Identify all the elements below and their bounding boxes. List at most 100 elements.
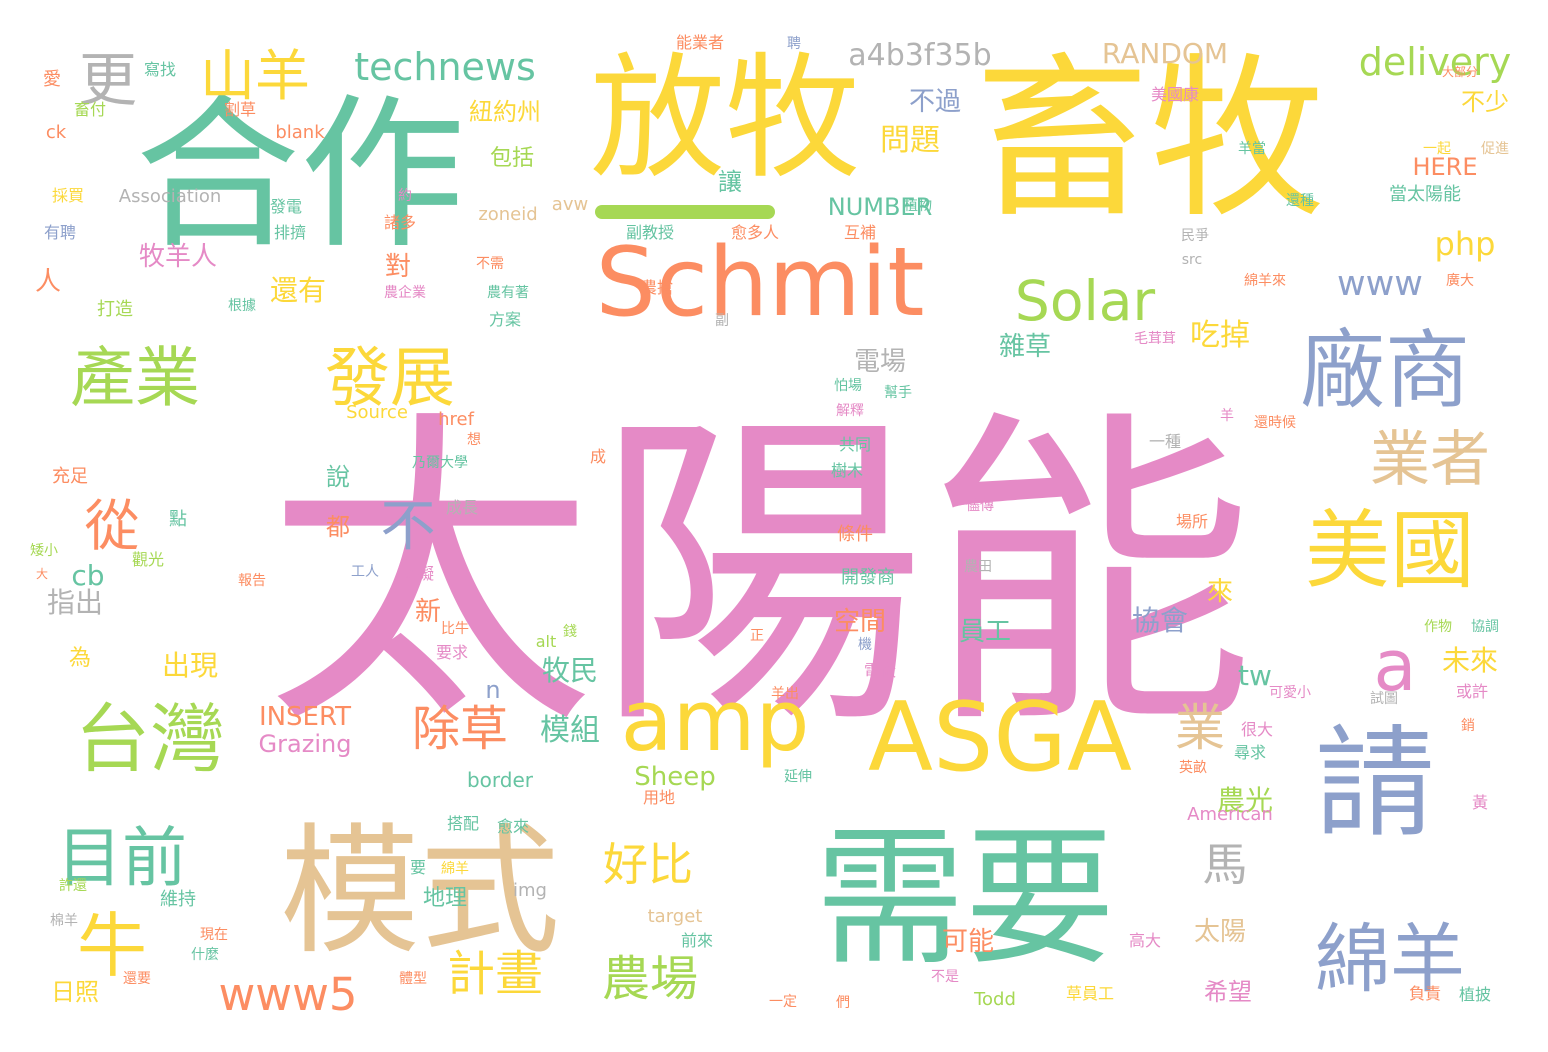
- cloud-word: 紐約州: [469, 98, 541, 126]
- cloud-word: 美國: [1305, 502, 1475, 601]
- cloud-word: 觀光: [132, 550, 164, 569]
- cloud-word: ck: [46, 122, 67, 143]
- cloud-word: 搭配: [447, 814, 479, 833]
- cloud-word: 畜牧: [975, 39, 1325, 242]
- cloud-word: 吃掉: [1190, 318, 1250, 353]
- cloud-word: 可愛小: [1269, 685, 1311, 701]
- cloud-word: amp: [621, 672, 810, 771]
- cloud-word: 正: [750, 628, 764, 644]
- cloud-word: 包括: [490, 146, 534, 171]
- cloud-word: 條件: [837, 524, 873, 545]
- cloud-word: 用地: [643, 788, 675, 807]
- cloud-word: 好比: [603, 838, 693, 891]
- cloud-word: 充足: [52, 466, 88, 487]
- cloud-word: ASGA: [868, 683, 1132, 793]
- cloud-word: 協會: [1132, 604, 1188, 637]
- cloud-word: 雜草: [999, 332, 1051, 362]
- cloud-word: href: [438, 409, 474, 430]
- cloud-word: alt: [536, 632, 557, 651]
- cloud-word: 打造: [97, 299, 133, 320]
- cloud-word: src: [1182, 252, 1202, 268]
- cloud-word: NUMBER: [828, 193, 933, 221]
- cloud-word: 羊出: [771, 686, 799, 702]
- cloud-word: 模組: [540, 713, 600, 748]
- cloud-word: 日照: [51, 978, 99, 1006]
- cloud-word: 高大: [1129, 931, 1161, 950]
- cloud-word: 聘: [787, 36, 801, 52]
- cloud-word: 空間: [834, 607, 886, 637]
- cloud-word: 促進: [1481, 141, 1509, 157]
- cloud-word: 民爭: [1181, 228, 1209, 244]
- cloud-word: 不是: [931, 969, 959, 985]
- cloud-word: 場所: [1176, 512, 1208, 531]
- cloud-word: RANDOM: [1102, 37, 1228, 70]
- cloud-word: 未來: [1442, 644, 1498, 677]
- cloud-word: 當太陽能: [1389, 184, 1461, 205]
- cloud-word: 報告: [238, 573, 266, 589]
- cloud-word: 前來: [681, 931, 713, 950]
- cloud-word: 黃: [1472, 793, 1488, 812]
- cloud-word: 綿羊: [441, 861, 469, 877]
- cloud-word: 不需: [476, 256, 504, 272]
- cloud-word: 割草: [224, 100, 256, 119]
- cloud-word: 怕場: [834, 378, 862, 394]
- cloud-word: img: [513, 880, 547, 901]
- cloud-word: 說: [326, 463, 350, 491]
- cloud-word: n: [485, 676, 500, 704]
- cloud-word: 作物: [1424, 619, 1452, 635]
- cloud-word: 人: [35, 267, 61, 297]
- cloud-word: 農企業: [384, 284, 426, 301]
- cloud-word: 成長: [446, 498, 478, 517]
- cloud-word: technews: [354, 45, 536, 89]
- cloud-word: 很大: [1241, 720, 1273, 739]
- cloud-word: 對: [385, 252, 411, 282]
- cloud-word: 農田: [964, 559, 992, 575]
- cloud-word: 台灣: [75, 695, 225, 783]
- cloud-word: 農場: [602, 951, 698, 1007]
- cloud-word: 副: [715, 313, 729, 329]
- cloud-word: 樹木: [831, 461, 863, 480]
- cloud-word: 儘傳: [966, 498, 994, 514]
- cloud-word: 開發商: [841, 567, 895, 588]
- cloud-word: www5: [218, 968, 357, 1021]
- cloud-word: 幫手: [884, 385, 912, 401]
- cloud-word: INSERT: [259, 702, 351, 732]
- cloud-word: 還時候: [1254, 415, 1296, 431]
- cloud-word: 能業者: [676, 33, 724, 52]
- cloud-word: 不: [380, 494, 435, 558]
- cloud-word: 農有著: [487, 285, 529, 301]
- cloud-word: 發展: [325, 341, 455, 416]
- cloud-word: 植披: [1459, 985, 1491, 1004]
- cloud-word: 畜付: [74, 100, 106, 119]
- cloud-word: php: [1435, 225, 1496, 263]
- cloud-word: 都: [326, 513, 350, 541]
- cloud-word: 來: [1207, 577, 1233, 607]
- cloud-word: 錢: [563, 623, 577, 640]
- cloud-word: 可能: [942, 927, 994, 957]
- cloud-word: 體型: [399, 971, 427, 987]
- cloud-word: 牛: [77, 905, 147, 987]
- cloud-word: 或許: [1456, 682, 1488, 701]
- cloud-word: 副教授: [626, 223, 674, 242]
- cloud-word: 電廠: [864, 661, 896, 680]
- cloud-word: 點: [169, 509, 187, 530]
- cloud-word: 維持: [160, 889, 196, 910]
- cloud-word: 電場: [854, 347, 906, 377]
- cloud-word: 妨礙: [402, 564, 434, 583]
- cloud-word: 協調: [1471, 619, 1499, 635]
- cloud-word: 互補: [844, 223, 876, 242]
- cloud-word: 大: [36, 567, 48, 581]
- cloud-word: 寫找: [144, 60, 176, 79]
- cloud-word: 現在: [200, 927, 228, 943]
- cloud-word: Source: [346, 402, 408, 423]
- cloud-word: 讓: [718, 168, 742, 196]
- cloud-word: 太陽: [1194, 917, 1246, 947]
- cloud-word: 綿羊: [1315, 915, 1465, 1003]
- cloud-word: 羊: [1220, 408, 1234, 424]
- cloud-word: 尋求: [1234, 743, 1266, 762]
- cloud-word: 根據: [228, 298, 256, 314]
- cloud-word: 比牛: [441, 621, 469, 637]
- cloud-word: 植物: [904, 198, 932, 214]
- cloud-word: 愈多人: [731, 223, 779, 242]
- cloud-word: 從: [84, 494, 139, 558]
